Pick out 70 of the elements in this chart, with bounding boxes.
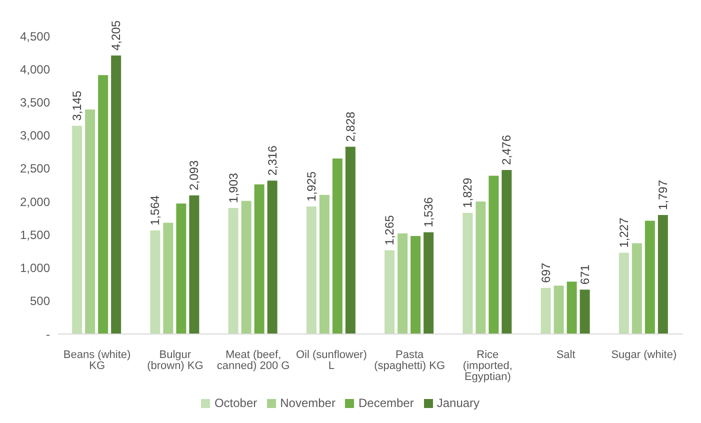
data-label: 2,093 [187, 160, 202, 190]
x-tick-label: Salt [556, 348, 576, 361]
data-label: 1,903 [226, 172, 240, 203]
y-tick-label: 4,500 [20, 29, 50, 44]
bar [566, 282, 577, 334]
y-tick-label: - [46, 327, 50, 342]
bar [85, 110, 96, 334]
bar [384, 250, 395, 334]
bar [618, 252, 629, 334]
bar [111, 56, 122, 334]
bar [176, 204, 186, 334]
data-label: 1,925 [304, 171, 318, 202]
x-tick-label: Sugar (white) [611, 348, 677, 361]
data-label: 1,265 [382, 214, 397, 246]
data-label: 2,828 [343, 111, 358, 142]
bar [332, 158, 342, 334]
y-tick-label: 3,500 [20, 95, 50, 110]
bar [98, 75, 108, 334]
bar [254, 184, 264, 334]
data-label: 1,797 [656, 180, 670, 210]
data-label: 697 [538, 262, 553, 283]
bar [267, 180, 278, 334]
y-tick-label: 4,000 [20, 62, 50, 76]
legend-label: December [358, 396, 414, 410]
bar [398, 233, 408, 334]
bar [424, 232, 434, 334]
legend-label: January [436, 396, 480, 410]
legend-label: October [214, 396, 258, 410]
data-label: 4,205 [109, 20, 124, 51]
bar [554, 286, 564, 334]
data-label: 1,536 [422, 196, 436, 228]
x-tick-label: Rice (imported, Egyptian) [462, 348, 512, 383]
bar [319, 194, 330, 334]
bar [345, 146, 356, 334]
data-label: 1,564 [148, 195, 162, 226]
bar [462, 212, 473, 334]
bar [163, 222, 174, 334]
data-label: 2,316 [265, 145, 280, 176]
bar [306, 206, 316, 334]
bar [410, 236, 421, 334]
bar [228, 208, 238, 334]
bar [476, 202, 486, 334]
data-label: 1,227 [616, 217, 631, 248]
bar [580, 290, 590, 334]
y-tick-label: 3,000 [20, 128, 50, 143]
x-tick-label: Bulgur (brown) KG [147, 348, 204, 372]
y-tick-label: 1,500 [20, 228, 50, 242]
legend-label: November [280, 396, 336, 410]
bar [658, 215, 668, 334]
bar [150, 230, 160, 334]
y-tick-label: 2,000 [20, 194, 50, 209]
data-label: 1,829 [460, 178, 475, 208]
bar [189, 195, 200, 334]
bar [540, 288, 551, 334]
x-tick-label: Meat (beef, canned) 200 G [216, 348, 290, 372]
bar [488, 176, 499, 334]
bar [241, 200, 252, 334]
data-label: 3,145 [70, 90, 84, 121]
data-label: 671 [578, 264, 592, 285]
x-tick-label: Pasta (spaghetti) KG [374, 348, 446, 372]
bar [632, 243, 642, 334]
data-label: 2,476 [500, 134, 514, 166]
bar [502, 170, 512, 334]
bar [644, 220, 655, 334]
bar [72, 126, 82, 334]
y-tick-label: 1,000 [20, 261, 50, 276]
y-tick-label: 2,500 [20, 162, 50, 176]
x-tick-label: Oil (sunflower) L [296, 348, 367, 372]
x-tick-label: Beans (white) KG [63, 348, 131, 372]
y-tick-label: 500 [30, 294, 50, 308]
